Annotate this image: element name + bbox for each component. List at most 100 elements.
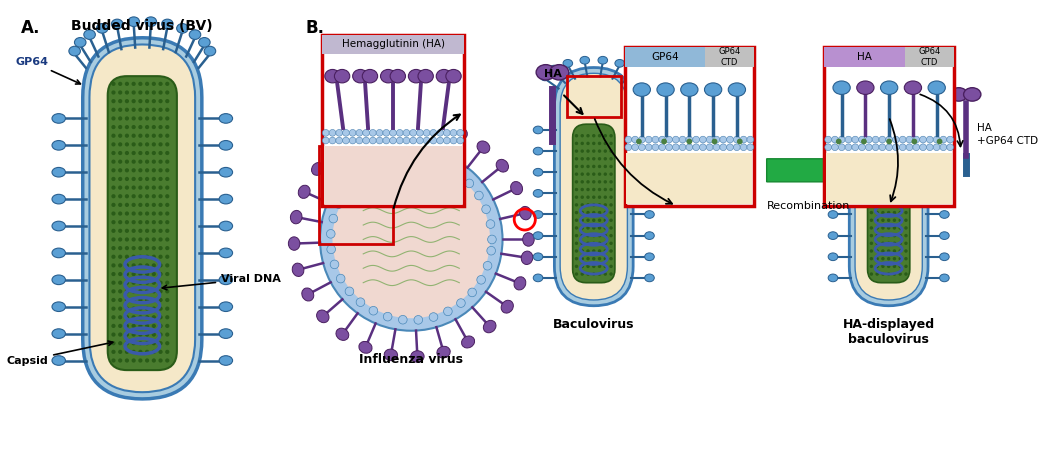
Circle shape (132, 246, 136, 250)
Circle shape (575, 149, 578, 153)
Ellipse shape (909, 59, 920, 67)
Circle shape (876, 157, 879, 160)
Circle shape (603, 211, 607, 214)
Circle shape (899, 144, 906, 150)
Circle shape (165, 108, 169, 112)
Circle shape (118, 185, 122, 190)
Circle shape (132, 341, 136, 345)
Circle shape (598, 241, 601, 245)
Circle shape (872, 136, 879, 143)
Circle shape (575, 142, 578, 145)
Circle shape (680, 144, 686, 150)
Ellipse shape (828, 232, 837, 240)
Circle shape (870, 142, 873, 145)
Circle shape (575, 173, 578, 176)
Circle shape (876, 203, 879, 207)
Circle shape (575, 211, 578, 214)
Circle shape (893, 196, 896, 199)
Bar (861, 76, 916, 116)
Text: HA
+GP64 CTD: HA +GP64 CTD (977, 123, 1038, 146)
Circle shape (145, 91, 149, 95)
Circle shape (165, 358, 169, 362)
Circle shape (151, 125, 156, 129)
Circle shape (332, 161, 490, 318)
FancyBboxPatch shape (849, 67, 928, 306)
Circle shape (592, 226, 595, 230)
Circle shape (132, 91, 136, 95)
Circle shape (904, 196, 907, 199)
Circle shape (587, 203, 590, 207)
Circle shape (598, 157, 601, 160)
Circle shape (876, 272, 879, 276)
Ellipse shape (353, 69, 369, 83)
Circle shape (444, 130, 450, 136)
Ellipse shape (384, 349, 398, 361)
Ellipse shape (828, 126, 837, 134)
Ellipse shape (390, 69, 405, 83)
FancyBboxPatch shape (561, 73, 627, 300)
Circle shape (436, 137, 444, 144)
Circle shape (138, 203, 142, 207)
Circle shape (465, 179, 474, 188)
Circle shape (145, 185, 149, 190)
Circle shape (603, 234, 607, 237)
Circle shape (592, 188, 595, 191)
Circle shape (580, 134, 584, 137)
Ellipse shape (940, 253, 949, 260)
Circle shape (598, 226, 601, 230)
Circle shape (592, 211, 595, 214)
Text: GP64: GP64 (16, 57, 80, 84)
Circle shape (145, 307, 149, 311)
Circle shape (151, 212, 156, 216)
Circle shape (652, 136, 659, 143)
Circle shape (893, 211, 896, 214)
Circle shape (118, 220, 122, 224)
Circle shape (159, 91, 163, 95)
Circle shape (165, 134, 169, 138)
Circle shape (904, 157, 907, 160)
Circle shape (475, 191, 483, 200)
Circle shape (603, 180, 607, 183)
Bar (825, 48, 954, 206)
Circle shape (138, 263, 142, 268)
Circle shape (118, 324, 122, 328)
Ellipse shape (501, 300, 514, 313)
Circle shape (575, 134, 578, 137)
Ellipse shape (290, 210, 302, 224)
Circle shape (125, 350, 129, 354)
Ellipse shape (681, 83, 698, 96)
Circle shape (145, 108, 149, 112)
Bar (626, 153, 753, 204)
Ellipse shape (334, 69, 350, 83)
Circle shape (151, 246, 156, 250)
Circle shape (125, 263, 129, 268)
Circle shape (852, 136, 858, 143)
Circle shape (893, 226, 896, 230)
Circle shape (592, 272, 595, 276)
Circle shape (145, 151, 149, 155)
Circle shape (610, 265, 613, 268)
Ellipse shape (729, 83, 745, 96)
Circle shape (118, 168, 122, 173)
Circle shape (672, 144, 680, 150)
Circle shape (436, 130, 444, 136)
Ellipse shape (533, 274, 543, 282)
Circle shape (165, 203, 169, 207)
Circle shape (893, 142, 896, 145)
Circle shape (165, 159, 169, 164)
Ellipse shape (520, 207, 531, 220)
Ellipse shape (483, 320, 496, 333)
Circle shape (734, 136, 740, 143)
Circle shape (389, 137, 397, 144)
Ellipse shape (533, 169, 543, 176)
Circle shape (575, 157, 578, 160)
Circle shape (125, 307, 129, 311)
Circle shape (876, 149, 879, 153)
Circle shape (159, 99, 163, 103)
Circle shape (112, 289, 116, 294)
Circle shape (885, 136, 893, 143)
Circle shape (145, 315, 149, 319)
Bar (624, 48, 754, 206)
Ellipse shape (52, 140, 66, 150)
Text: HA: HA (544, 69, 562, 79)
